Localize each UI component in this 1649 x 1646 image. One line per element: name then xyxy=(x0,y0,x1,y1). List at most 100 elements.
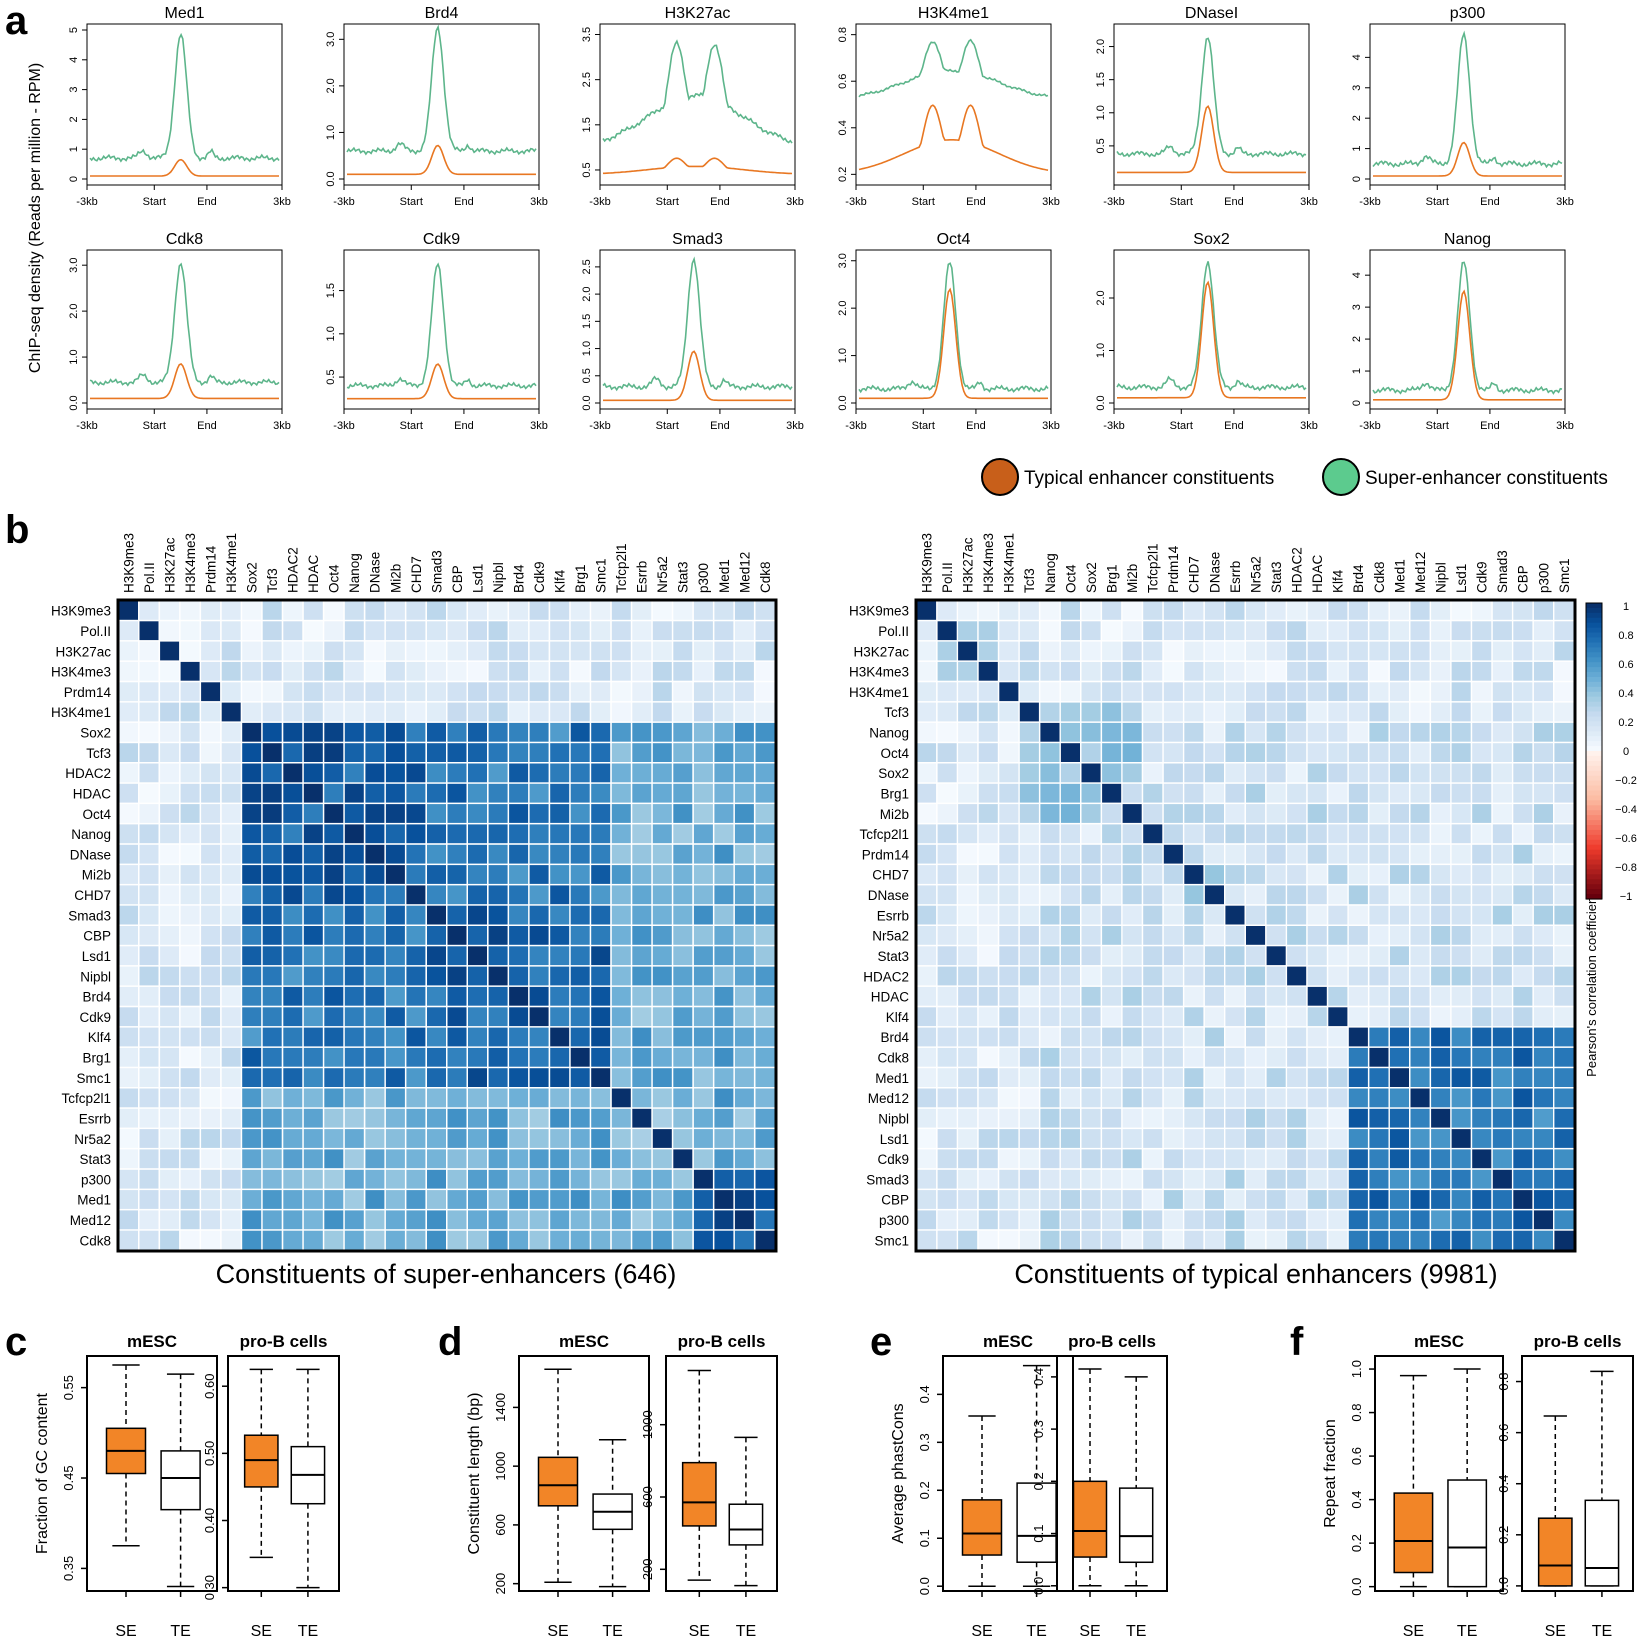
heatmap-te-cell xyxy=(1533,682,1553,702)
heatmap-te-cell xyxy=(1307,763,1327,783)
heatmap-te-cell xyxy=(1102,1108,1122,1128)
heatmap-se-cell xyxy=(262,722,282,742)
heatmap-se-cell xyxy=(652,783,672,803)
heatmap-se-cell xyxy=(632,641,652,661)
heatmap-se-cell xyxy=(611,966,631,986)
heatmap-te-cell xyxy=(1081,1007,1101,1027)
ytick-label-dnasei-2: 1.5 xyxy=(1095,72,1107,87)
heatmap-se-cell xyxy=(550,743,570,762)
heatmap-se-cell xyxy=(529,601,549,620)
heatmap-se-cell xyxy=(488,1007,508,1027)
heatmap-se-cell xyxy=(734,1047,754,1067)
heatmap-te-cell xyxy=(1533,966,1553,986)
heatmap-te-cell xyxy=(1184,1169,1204,1189)
heatmap-te-cell xyxy=(1410,682,1430,702)
heatmap-se-row-label: H3K27ac xyxy=(55,644,111,659)
heatmap-se-col-label: Cdk8 xyxy=(758,561,773,593)
heatmap-se-cell xyxy=(242,641,262,661)
heatmap-te-cell xyxy=(1348,1068,1368,1087)
heatmap-se-cell xyxy=(693,682,713,702)
heatmap-se-col-label: H3K4me3 xyxy=(183,533,198,593)
heatmap-te-cell xyxy=(917,905,937,925)
heatmap-se-cell xyxy=(693,986,713,1006)
heatmap-se-cell xyxy=(427,804,446,823)
xtick-label-cdk8-3: 3kb xyxy=(273,420,291,432)
heatmap-te-cell xyxy=(1533,1007,1553,1027)
heatmap-se-cell xyxy=(262,1068,282,1087)
heatmap-se-cell xyxy=(632,661,652,681)
heatmap-te-cell xyxy=(1348,1230,1368,1250)
heatmap-se-cell xyxy=(734,601,754,620)
heatmap-se-cell xyxy=(611,641,631,661)
heatmap-se-cell xyxy=(160,885,180,905)
heatmap-se-row-label: Pol.II xyxy=(80,624,111,639)
heatmap-te-cell xyxy=(1040,621,1060,641)
heatmap-se-cell xyxy=(385,641,405,661)
heatmap-se-row-label: Tcfcp2l1 xyxy=(61,1091,111,1106)
heatmap-te-cell xyxy=(1513,824,1533,844)
heatmap-se-cell xyxy=(488,661,508,681)
heatmap-se-cell xyxy=(262,1088,282,1108)
heatmap-te-cell xyxy=(978,1210,998,1230)
heatmap-se-cell xyxy=(734,986,754,1006)
heatmap-te-cell xyxy=(1533,722,1553,742)
heatmap-se-cell xyxy=(262,682,282,702)
heatmap-te-cell xyxy=(937,824,957,844)
heatmap-se-cell xyxy=(529,1047,549,1067)
heatmap-se-cell xyxy=(139,905,159,925)
heatmap-te-cell xyxy=(1019,905,1039,925)
profile-frame-h3k4me1 xyxy=(855,23,1052,186)
heatmap-te-cell xyxy=(1492,946,1512,966)
heatmap-te-cell xyxy=(1266,986,1286,1006)
heatmap-te-cell xyxy=(1533,702,1553,722)
heatmap-te-cell xyxy=(1307,702,1327,722)
heatmap-te-cell xyxy=(1389,946,1409,966)
heatmap-te-cell xyxy=(1225,682,1245,702)
heatmap-te-cell xyxy=(1472,682,1492,702)
heatmap-te-cell xyxy=(1554,743,1574,762)
heatmap-te-cell xyxy=(1554,885,1574,905)
heatmap-se-cell xyxy=(283,1190,303,1209)
boxplot-ytick-label-e-prob: 0.1 xyxy=(1031,1525,1046,1543)
heatmap-se-cell xyxy=(283,966,303,986)
boxplot-title-c-mesc: mESC xyxy=(127,1332,177,1351)
heatmap-se-cell xyxy=(324,804,344,823)
heatmap-se-cell xyxy=(303,601,323,620)
heatmap-te-cell xyxy=(999,601,1019,620)
boxplot-ytick-label-d-mesc: 1400 xyxy=(493,1393,508,1422)
heatmap-se-cell xyxy=(201,621,221,641)
heatmap-se-cell xyxy=(488,1027,508,1047)
heatmap-se-cell xyxy=(406,702,426,722)
heatmap-se-cell xyxy=(468,804,487,823)
heatmap-se-cell xyxy=(201,743,221,762)
heatmap-te-cell xyxy=(1533,905,1553,925)
heatmap-te-cell xyxy=(1472,905,1492,925)
heatmap-te-cell xyxy=(1204,1047,1224,1067)
heatmap-se-cell xyxy=(755,1190,775,1209)
colorbar-segment xyxy=(1586,805,1602,811)
heatmap-se-cell xyxy=(139,641,159,661)
heatmap-te-cell xyxy=(1287,905,1307,925)
heatmap-te-cell xyxy=(1492,1149,1512,1169)
heatmap-te-cell xyxy=(937,905,957,925)
heatmap-se-cell xyxy=(427,702,446,722)
heatmap-te-cell xyxy=(1163,1230,1183,1250)
heatmap-te-cell xyxy=(1225,804,1245,823)
heatmap-te-row-label: Stat3 xyxy=(877,949,909,964)
heatmap-se-cell xyxy=(283,1027,303,1047)
heatmap-te-cell xyxy=(1369,865,1389,884)
heatmap-te-cell xyxy=(1266,926,1286,945)
heatmap-te-cell xyxy=(1081,743,1101,762)
heatmap-te-cell xyxy=(978,1027,998,1047)
heatmap-se-cell xyxy=(591,661,611,681)
heatmap-se-cell xyxy=(734,1108,754,1128)
heatmap-te-cell xyxy=(937,1108,957,1128)
heatmap-se-cell xyxy=(283,1149,303,1169)
boxplot-box-te xyxy=(1118,1487,1154,1564)
colorbar-tick-label: −0.2 xyxy=(1615,775,1637,787)
xtick-label-brd4-1: Start xyxy=(400,196,423,208)
heatmap-se-cell xyxy=(632,783,652,803)
heatmap-se-cell xyxy=(755,1129,775,1148)
heatmap-te-cell xyxy=(1102,661,1122,681)
heatmap-te-cell xyxy=(1204,763,1224,783)
